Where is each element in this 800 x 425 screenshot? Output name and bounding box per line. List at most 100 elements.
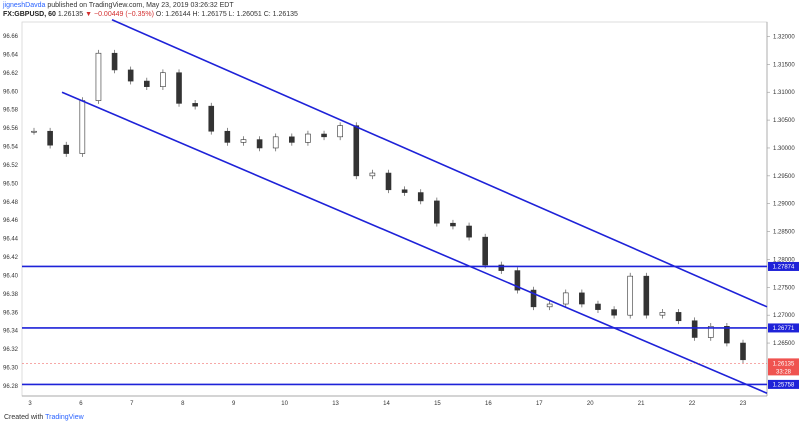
right-axis-tick-label: 1.32000 [773,34,795,40]
left-axis-tick-label: 96.34 [3,329,19,335]
candle-body [740,342,746,361]
candle-body [321,133,327,138]
x-axis-tick-label: 21 [638,401,645,407]
level-price-tag-label: 1.26771 [773,326,795,332]
x-axis-tick-label: 3 [28,401,32,407]
x-axis-tick-label: 16 [485,401,492,407]
right-axis-tick-label: 1.27500 [773,285,795,291]
left-axis-tick-label: 96.60 [3,89,19,95]
candle-body [95,52,102,101]
right-axis-tick-label: 1.28000 [773,257,795,263]
candle-body [675,312,682,322]
last-price: 1.26135 [57,11,84,18]
candle-body [369,172,376,177]
candle-body [434,200,440,224]
x-axis-tick-label: 10 [281,401,288,407]
right-axis-tick-label: 1.26500 [773,341,795,347]
x-axis-tick-label: 6 [79,401,83,407]
level-price-tag [768,323,799,333]
published-text: published on TradingView.com, May 23, 20… [47,2,234,9]
left-axis-tick-label: 96.66 [3,34,19,40]
plot-frame [21,21,768,397]
candle-body [385,172,392,191]
created-with-text: Created with [4,414,44,421]
right-axis-tick-label: 1.27000 [773,313,795,319]
candle-body [546,303,553,308]
candle-body [31,130,37,133]
candle-body [498,264,505,271]
left-axis-tick-label: 96.42 [3,255,19,261]
candle-body [627,275,634,316]
right-axis-tick-label: 1.30500 [773,118,795,124]
candle-body [47,130,53,146]
right-axis-tick-label: 1.29000 [773,202,795,208]
x-axis-tick-label: 20 [587,401,594,407]
candle-body [143,80,150,87]
level-price-tag-label: 1.25758 [773,382,795,388]
level-price-tag-label: 1.27874 [773,264,795,270]
candle-body [192,103,198,107]
candle-body [127,69,134,82]
left-axis-tick-label: 96.38 [3,292,19,298]
candle-body [417,192,424,202]
candle-body [611,309,617,316]
x-axis-tick-label: 8 [181,401,185,407]
x-axis-tick-label: 13 [332,401,339,407]
author-link[interactable]: jigneshDavda [3,2,46,9]
left-axis-tick-label: 96.64 [3,52,19,58]
x-axis-tick-label: 7 [130,401,134,407]
candle-body [289,136,295,143]
left-axis-tick-label: 96.46 [3,218,19,224]
x-axis-tick-label: 17 [536,401,543,407]
candle-body [724,326,730,344]
x-axis-tick-label: 14 [383,401,390,407]
ohlc-values: O: 1.26144 H: 1.26175 L: 1.26051 C: 1.26… [155,11,298,18]
candle-body [337,125,343,138]
candle-body [240,139,247,143]
left-axis-tick-label: 96.58 [3,108,19,114]
left-axis-tick-label: 96.44 [3,237,19,243]
symbol-label: FX:GBPUSD, 60 [3,11,56,18]
tradingview-logo-link[interactable]: TradingView [45,414,84,421]
right-axis-tick-label: 1.31500 [773,62,795,68]
candle-body [111,52,118,71]
left-axis-tick-label: 96.50 [3,181,19,187]
price-change: ▼ −0.00449 (−0.35%) [85,11,154,18]
left-axis-tick-label: 96.40 [3,273,19,279]
candle-body [79,100,86,154]
candle-body [272,136,279,149]
left-axis-tick-label: 96.30 [3,366,19,372]
channel-lower-line [61,91,768,394]
candle-body [63,144,70,154]
left-axis-tick-label: 96.62 [3,71,19,77]
candle-body [466,225,472,238]
channel-upper-line [111,19,768,308]
candle-body [482,236,488,266]
chart-header: jigneshDavda published on TradingView.co… [3,1,298,19]
candle-body [707,326,714,338]
x-axis-tick-label: 23 [740,401,747,407]
current-price-countdown: 33:28 [776,369,792,375]
candle-body [256,139,263,149]
candle-body [514,270,521,291]
candle-body [659,312,666,316]
candle-body [579,292,585,305]
candle-body [691,320,698,338]
current-price-label: 1.26135 [773,361,795,367]
candle-body [562,292,569,305]
right-axis-tick-label: 1.31000 [773,90,795,96]
left-axis-tick-label: 96.36 [3,310,19,316]
x-axis-tick-label: 22 [689,401,696,407]
level-price-tag [768,261,799,271]
x-axis-tick-label: 9 [232,401,236,407]
candle-body [530,289,537,308]
x-axis-tick-label: 15 [434,401,441,407]
candle-body [595,303,601,310]
current-price-tag [768,358,799,376]
symbol-line: FX:GBPUSD, 60 1.26135 ▼ −0.00449 (−0.35%… [3,10,298,19]
level-price-tag [768,379,799,389]
left-axis-tick-label: 96.56 [3,126,19,132]
right-axis-tick-label: 1.28500 [773,230,795,236]
left-axis-tick-label: 96.28 [3,384,19,390]
